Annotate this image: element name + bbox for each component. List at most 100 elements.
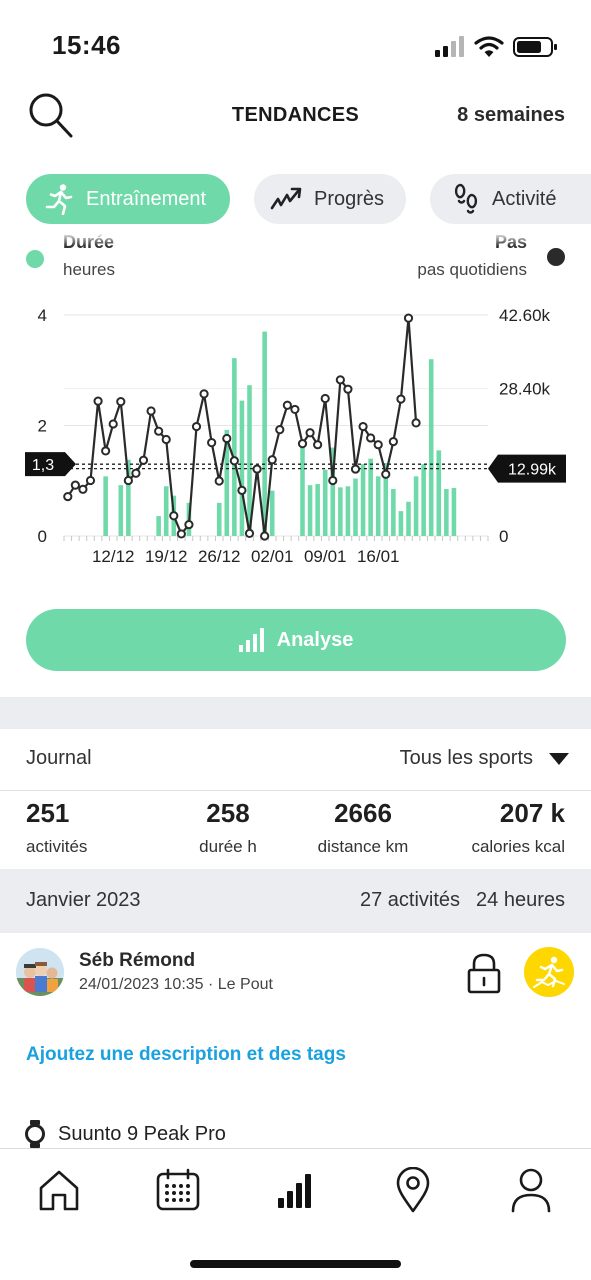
duration-bar [368, 458, 373, 536]
steps-point [305, 428, 315, 438]
steps-point [373, 440, 383, 450]
stat-distance-value: 2666 [334, 798, 392, 828]
trends-icon [278, 1174, 311, 1208]
add-description-link[interactable]: Ajoutez une description et des tags [26, 1044, 346, 1065]
month-label: Janvier 2023 [26, 889, 141, 911]
sport-filter-value: Tous les sports [399, 747, 533, 769]
right-axis-tick: 42.60k [499, 306, 551, 325]
duration-bar [232, 358, 237, 536]
steps-point [214, 476, 224, 486]
lock-icon [467, 953, 501, 994]
steps-point [282, 400, 292, 410]
x-axis-tick-label: 12/12 [92, 547, 135, 566]
nav-calendar[interactable] [153, 1165, 203, 1215]
duration-bar [436, 450, 442, 536]
duration-average-label: 1,3 [32, 457, 54, 474]
page-title: TENDANCES [231, 104, 360, 126]
sport-filter-dropdown[interactable]: Tous les sports [400, 747, 569, 770]
home-indicator [190, 1260, 401, 1268]
steps-point [207, 438, 217, 448]
steps-point [222, 433, 232, 444]
x-axis-tick-label: 19/12 [145, 547, 188, 566]
steps-point [411, 418, 421, 428]
steps-point [290, 404, 300, 415]
activity-card[interactable]: Séb Rémond 24/01/2023 10:35 · Le Pout Aj… [0, 934, 591, 1148]
duration-bar [375, 476, 381, 536]
stat-duration: 258 durée h [180, 798, 276, 857]
steps-point [267, 455, 277, 465]
stat-duration-label: durée h [199, 837, 257, 856]
steps-point [154, 426, 164, 436]
nav-trends[interactable] [271, 1165, 321, 1215]
journal-label: Journal [26, 747, 92, 769]
calendar-icon [156, 1168, 200, 1211]
legend-steps-unit: pas quotidiens [417, 260, 527, 279]
privacy-lock-button[interactable] [464, 952, 504, 996]
analyse-label: Analyse [276, 628, 354, 651]
legend-duration-dot [26, 250, 44, 268]
duration-bar [269, 490, 275, 536]
steps-point [237, 485, 247, 495]
steps-point [328, 475, 338, 486]
search-button[interactable] [26, 90, 76, 140]
avatar[interactable] [16, 948, 64, 996]
right-axis-tick: 28.40k [499, 380, 551, 399]
steps-point [70, 480, 80, 490]
duration-bar [391, 489, 396, 536]
x-axis-tick-label: 26/12 [198, 547, 241, 566]
top-bar: TENDANCES 8 semaines [0, 84, 591, 148]
tab-activity-label: Activité [492, 187, 557, 210]
home-icon [39, 1170, 79, 1211]
device-info: Suunto 9 Peak Pro [24, 1120, 226, 1148]
trail-running-icon [533, 956, 565, 988]
status-bar: 15:46 [0, 0, 591, 80]
nav-home[interactable] [34, 1165, 84, 1215]
duration-bar [315, 484, 320, 536]
stat-calories-label: calories kcal [471, 837, 565, 856]
profile-icon [511, 1168, 551, 1213]
trend-arrow-icon [270, 187, 302, 210]
stat-calories-value: 207 k [499, 798, 565, 828]
duration-bar [353, 478, 358, 536]
nav-profile[interactable] [506, 1165, 556, 1215]
steps-point [116, 397, 126, 407]
trend-chart-svg: 0 2 4 0 28.40k 42.60k 12/12 19/12 26/12 02/01 09/0… [25, 306, 566, 566]
wifi-icon [474, 36, 504, 57]
steps-point [138, 455, 149, 465]
duration-bar [126, 459, 131, 536]
duration-average-badge [25, 452, 76, 477]
stat-distance: 2666 distance km [300, 798, 426, 857]
left-axis-tick: 2 [38, 417, 47, 436]
analyse-button[interactable]: Analyse [26, 609, 566, 671]
steps-point [275, 425, 285, 435]
status-time: 15:46 [52, 30, 121, 60]
steps-point [101, 446, 111, 456]
stat-activities: 251 activités [26, 798, 87, 857]
nav-map[interactable] [388, 1165, 438, 1215]
duration-bar [216, 502, 222, 536]
bar-chart-icon [238, 628, 264, 652]
trend-chart[interactable]: 0 2 4 0 28.40k 42.60k 12/12 19/12 26/12 02/01 09/0… [0, 290, 591, 570]
legend-steps-dot [547, 248, 565, 266]
steps-point [403, 313, 414, 323]
period-selector[interactable]: 8 semaines [457, 104, 565, 126]
duration-bar [406, 501, 411, 536]
stat-calories: 207 k calories kcal [471, 798, 565, 857]
section-divider [0, 697, 591, 729]
tab-progress[interactable]: Progrès [254, 174, 406, 224]
tab-training[interactable]: Entraînement [26, 174, 230, 224]
journal-header: Journal Tous les sports [0, 729, 591, 791]
avatar-photo-icon [16, 948, 64, 996]
month-activities: 27 activités [359, 889, 461, 911]
runner-icon [45, 184, 73, 215]
steps-point [176, 529, 186, 539]
steps-point [169, 511, 179, 521]
legend-duration-unit: heures [63, 260, 115, 279]
device-name: Suunto 9 Peak Pro [58, 1122, 226, 1145]
duration-bar [239, 400, 245, 536]
steps-point [388, 436, 398, 447]
signal-icon [435, 36, 464, 57]
duration-bar [360, 464, 366, 536]
steps-point [297, 439, 308, 449]
tab-activity[interactable]: Activité [430, 174, 591, 224]
